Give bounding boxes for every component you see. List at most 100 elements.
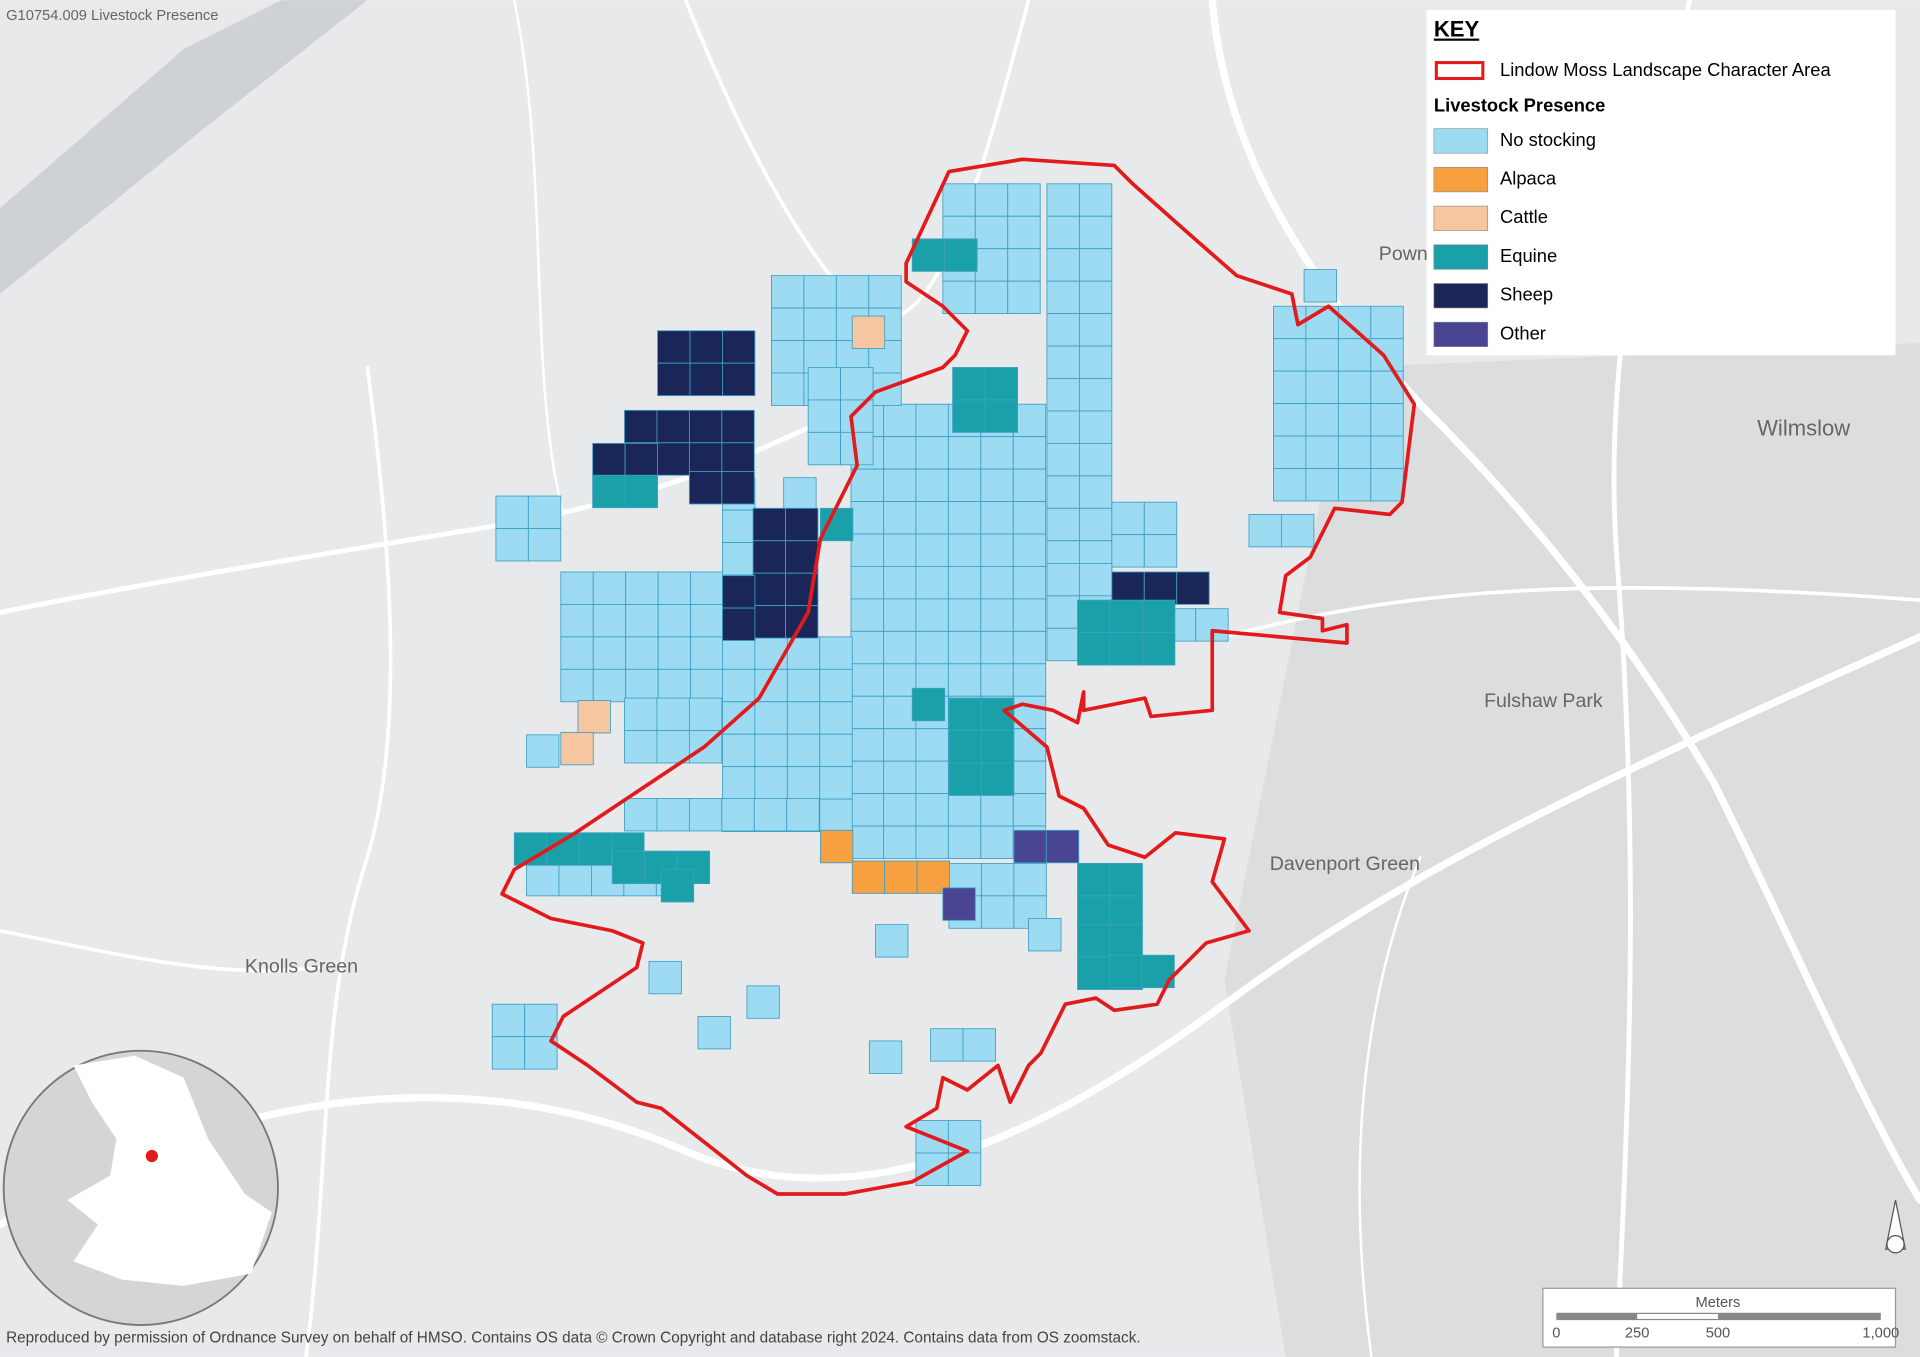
parcel: [807, 431, 842, 466]
character-area-boundary: [500, 157, 1417, 1196]
parcel: [807, 367, 842, 401]
parcel: [1281, 513, 1315, 548]
parcel: [1337, 370, 1372, 405]
parcel: [962, 1028, 996, 1062]
parcel: [560, 636, 594, 670]
parcel: [560, 571, 594, 605]
parcel: [1337, 338, 1372, 372]
parcel: [952, 399, 986, 433]
parcel: [1013, 862, 1047, 897]
parcel: [1078, 280, 1113, 315]
parcel: [660, 869, 695, 903]
parcel: [624, 442, 658, 477]
parcel: [819, 701, 853, 735]
parcel: [752, 540, 786, 574]
parcel: [1078, 442, 1113, 477]
parcel: [1046, 410, 1080, 444]
map-title: G10754.009 Livestock Presence: [6, 8, 218, 24]
parcel: [1046, 627, 1080, 662]
parcel: [722, 542, 756, 576]
parcel: [722, 607, 756, 641]
parcel: [1078, 507, 1113, 542]
parcel: [850, 793, 884, 827]
parcel: [974, 280, 1009, 315]
parcel: [1370, 468, 1404, 502]
parcel: [624, 730, 658, 764]
parcel: [771, 372, 805, 406]
parcel: [1337, 468, 1372, 502]
parcel: [560, 731, 594, 766]
place-label: Davenport Green: [1270, 853, 1420, 875]
parcel: [1046, 562, 1080, 597]
parcel: [752, 572, 786, 607]
parcel: [980, 436, 1014, 470]
parcel: [1305, 435, 1339, 469]
parcel: [558, 862, 592, 897]
place-label: Knolls Green: [245, 956, 358, 978]
parcel: [1248, 513, 1282, 548]
parcel: [1077, 956, 1111, 990]
parcel: [560, 668, 594, 703]
parcel: [1012, 760, 1047, 795]
parcel: [883, 566, 917, 600]
parcel: [915, 760, 949, 795]
boundary-swatch: [1434, 61, 1485, 81]
parcel: [752, 605, 786, 639]
parcel: [1111, 501, 1145, 536]
parcel: [1046, 378, 1080, 412]
parcel: [1012, 566, 1047, 600]
parcel: [1012, 468, 1047, 502]
parcel: [1046, 442, 1080, 477]
parcel: [1078, 248, 1113, 282]
parcel: [1111, 571, 1145, 605]
parcel: [883, 793, 917, 827]
parcel: [688, 798, 723, 832]
locator-inset: [2, 1049, 279, 1326]
parcel: [624, 409, 658, 444]
parcel: [721, 409, 755, 444]
parcel: [883, 825, 917, 859]
parcel: [984, 367, 1018, 401]
parcel: [1046, 248, 1080, 282]
parcel: [1012, 663, 1047, 697]
parcel: [1046, 313, 1080, 347]
parcel: [786, 733, 821, 768]
legend-label: Alpaca: [1500, 167, 1557, 188]
parcel: [1273, 403, 1307, 437]
parcel: [981, 862, 1015, 897]
parcel: [592, 636, 627, 670]
parcel: [1077, 895, 1111, 929]
parcel: [911, 687, 946, 722]
parcel: [911, 238, 946, 272]
parcel: [947, 436, 982, 470]
parcel: [495, 495, 529, 529]
parcel: [850, 468, 884, 502]
parcel: [625, 668, 659, 703]
parcel: [1142, 632, 1176, 666]
parcel: [883, 663, 917, 697]
parcel: [592, 571, 627, 605]
parcel: [883, 501, 917, 535]
parcel: [980, 793, 1014, 827]
parcel: [1012, 403, 1047, 438]
parcel: [915, 598, 949, 632]
parcel: [688, 442, 723, 476]
parcel: [883, 630, 917, 665]
parcel: [754, 701, 788, 735]
place-label: Pown: [1379, 243, 1428, 265]
parcel: [721, 798, 755, 832]
attribution: Reproduced by permission of Ordnance Sur…: [6, 1330, 1140, 1347]
parcel: [947, 793, 982, 827]
parcel: [974, 215, 1009, 250]
parcel: [942, 887, 976, 921]
parcel: [690, 571, 724, 605]
parcel: [915, 793, 949, 827]
parcel: [944, 238, 978, 272]
parcel: [1078, 562, 1113, 597]
parcel: [974, 183, 1009, 217]
parcel: [915, 501, 949, 535]
parcel: [656, 697, 690, 731]
place-label: Wilmslow: [1757, 416, 1850, 441]
legend-label: No stocking: [1500, 129, 1596, 150]
